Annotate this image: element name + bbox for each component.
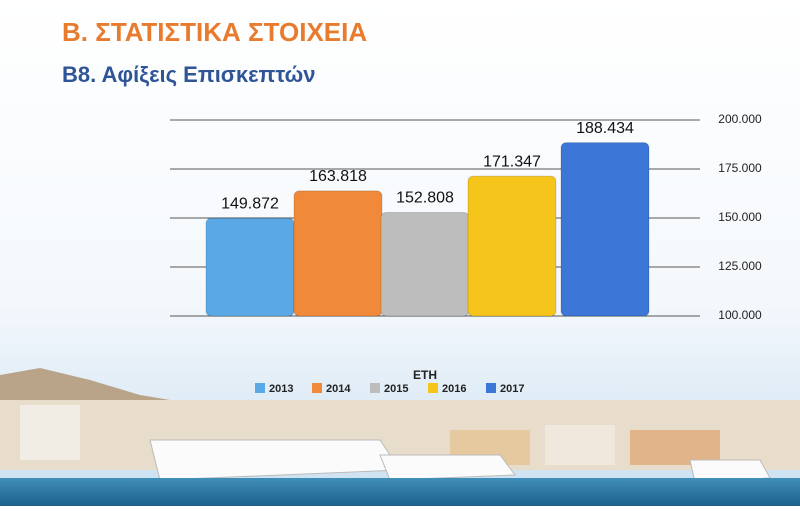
y-tick-label: 200.000 <box>718 112 762 126</box>
sea <box>0 478 800 506</box>
legend-title: ΕΤΗ <box>413 368 437 382</box>
y-tick-label: 150.000 <box>718 210 762 224</box>
value-label: 188.434 <box>576 120 634 137</box>
legend-label: 2013 <box>269 383 293 395</box>
legend-label: 2016 <box>442 383 466 395</box>
slide-title: Β. ΣΤΑΤΙΣΤΙΚΑ ΣΤΟΙΧΕΙΑ <box>62 17 367 47</box>
building <box>20 405 80 460</box>
legend-swatch <box>370 383 380 393</box>
building <box>545 425 615 465</box>
legend-label: 2017 <box>500 383 524 395</box>
legend-label: 2014 <box>326 383 351 395</box>
slide-subtitle: Β8. Αφίξεις Επισκεπτών <box>62 62 315 87</box>
bar <box>205 217 295 317</box>
y-tick-label: 100.000 <box>718 308 762 322</box>
bar <box>293 190 383 317</box>
building <box>630 430 720 465</box>
value-label: 163.818 <box>309 168 367 185</box>
value-label: 152.808 <box>396 190 454 207</box>
legend-swatch <box>312 383 322 393</box>
legend-swatch <box>428 383 438 393</box>
bar <box>380 211 470 317</box>
y-tick-label: 125.000 <box>718 259 762 273</box>
legend-swatch <box>486 383 496 393</box>
value-label: 171.347 <box>483 153 541 170</box>
bar <box>467 175 557 317</box>
legend-label: 2015 <box>384 383 408 395</box>
value-label: 149.872 <box>221 195 279 212</box>
yacht <box>379 454 516 481</box>
bar <box>560 142 650 317</box>
y-tick-label: 175.000 <box>718 161 762 175</box>
legend-swatch <box>255 383 265 393</box>
